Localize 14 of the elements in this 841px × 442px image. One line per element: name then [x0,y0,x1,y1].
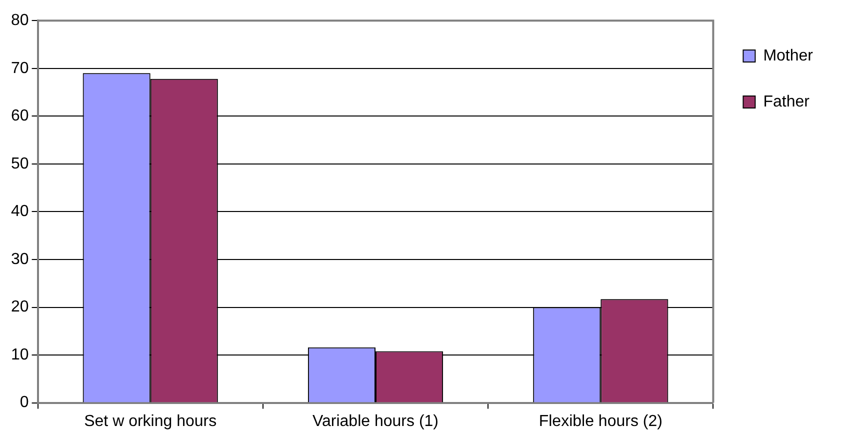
y-tick-label: 40 [11,203,29,220]
y-tick-label: 70 [11,60,29,77]
y-tick-label: 10 [11,346,29,364]
legend-label: Father [763,93,810,110]
y-tick-label: 20 [11,298,29,316]
legend-label: Mother [763,47,814,64]
y-tick-label: 0 [20,394,29,412]
y-tick-label: 50 [11,155,29,172]
y-tick-label: 30 [11,250,29,268]
y-tick-label: 60 [11,108,29,125]
y-tick-label: 80 [11,12,29,30]
x-tick-label: Variable hours (1) [312,412,438,430]
x-tick-label: Flexible hours (2) [538,412,662,430]
x-tick-label: Set w orking hours [84,412,217,430]
